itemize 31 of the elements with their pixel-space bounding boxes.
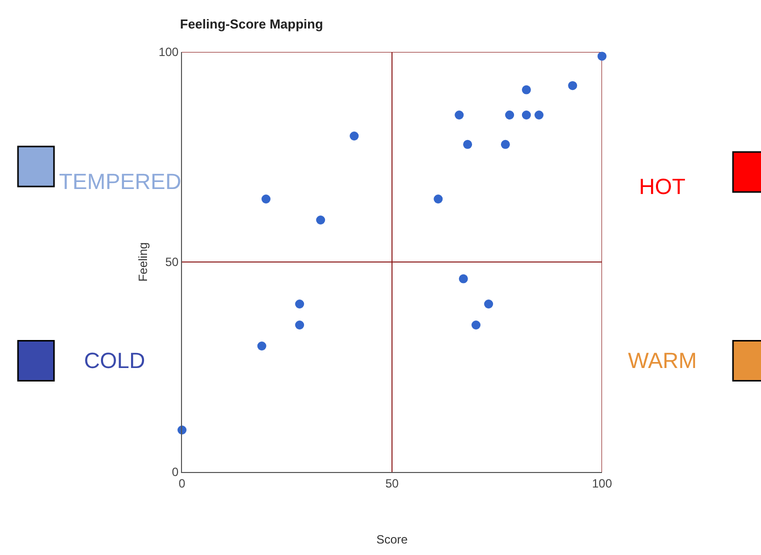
point bbox=[295, 300, 304, 308]
x-tick-label: 50 bbox=[385, 476, 399, 490]
point bbox=[434, 194, 443, 204]
point bbox=[257, 342, 266, 350]
point bbox=[262, 194, 270, 204]
text: COLD bbox=[84, 348, 146, 373]
point bbox=[454, 110, 464, 120]
point bbox=[522, 110, 531, 120]
y-axis-title: Feeling bbox=[136, 242, 150, 282]
point bbox=[505, 110, 514, 120]
point bbox=[484, 300, 494, 308]
point bbox=[316, 216, 326, 224]
point bbox=[458, 274, 468, 284]
y-tick-label: 50 bbox=[165, 255, 179, 270]
text: TEMPERED bbox=[59, 169, 182, 194]
chart-title: Feeling-Score Mapping bbox=[180, 16, 324, 32]
point bbox=[463, 140, 472, 149]
text: WARM bbox=[628, 348, 697, 373]
point bbox=[472, 320, 480, 330]
point bbox=[522, 85, 531, 94]
y-tick-label: 0 bbox=[172, 465, 179, 480]
x-axis-title: Score bbox=[376, 532, 408, 546]
text: HOT bbox=[639, 174, 686, 199]
point bbox=[598, 52, 606, 61]
y-tick-label: 100 bbox=[158, 45, 179, 60]
point bbox=[568, 81, 578, 90]
x-tick-label: 100 bbox=[592, 476, 612, 490]
point bbox=[295, 320, 304, 330]
point bbox=[500, 140, 510, 149]
point bbox=[534, 110, 544, 120]
point bbox=[350, 132, 359, 140]
